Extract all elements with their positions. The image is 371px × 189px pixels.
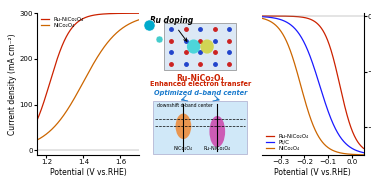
Text: Ru doping: Ru doping xyxy=(150,16,193,41)
NiCo₂O₄ xyxy=(75,92,80,94)
Text: Ru-NiCo₂O₄: Ru-NiCo₂O₄ xyxy=(176,74,224,83)
Ru-NiCo₂O₄ xyxy=(361,147,366,149)
Text: Ru-NiCo₂O₄: Ru-NiCo₂O₄ xyxy=(204,146,231,151)
NiCo₂O₄ xyxy=(99,50,104,52)
Line: Pt/C: Pt/C xyxy=(262,17,364,153)
NiCo₂O₄ xyxy=(109,37,114,40)
Ru-NiCo₂O₄ xyxy=(293,15,297,18)
NiCo₂O₄ xyxy=(272,23,276,25)
X-axis label: Potential (V vs.RHE): Potential (V vs.RHE) xyxy=(50,168,127,177)
NiCo₂O₄ xyxy=(137,19,141,21)
Pt/C xyxy=(293,27,297,30)
Pt/C xyxy=(334,128,338,130)
Ru-NiCo₂O₄ xyxy=(35,119,39,121)
NiCo₂O₄ xyxy=(108,38,113,40)
NiCo₂O₄ xyxy=(324,145,328,147)
Ru-NiCo₂O₄ xyxy=(109,12,114,15)
Line: NiCo₂O₄: NiCo₂O₄ xyxy=(37,20,139,140)
Line: Ru-NiCo₂O₄: Ru-NiCo₂O₄ xyxy=(262,16,364,148)
Ellipse shape xyxy=(200,40,214,54)
Ru-NiCo₂O₄ xyxy=(75,21,80,23)
Bar xyxy=(164,23,236,70)
Ellipse shape xyxy=(175,114,191,139)
Ru-NiCo₂O₄ xyxy=(300,16,304,18)
Ru-NiCo₂O₄ xyxy=(333,64,338,67)
NiCo₂O₄ xyxy=(35,139,39,141)
Bar xyxy=(153,101,247,153)
Pt/C xyxy=(333,127,338,129)
Ru-NiCo₂O₄ xyxy=(259,15,264,17)
Line: Ru-NiCo₂O₄: Ru-NiCo₂O₄ xyxy=(37,13,139,120)
Ru-NiCo₂O₄ xyxy=(334,67,338,69)
Ru-NiCo₂O₄ xyxy=(272,15,276,17)
Ru-NiCo₂O₄ xyxy=(137,12,141,14)
Text: Enhanced electron transfer: Enhanced electron transfer xyxy=(150,81,251,87)
Ru-NiCo₂O₄ xyxy=(324,35,328,37)
NiCo₂O₄ xyxy=(293,63,297,66)
Pt/C xyxy=(272,17,276,19)
Pt/C xyxy=(361,152,366,154)
NiCo₂O₄ xyxy=(361,154,366,156)
X-axis label: Potential (V vs.RHE): Potential (V vs.RHE) xyxy=(274,168,351,177)
Y-axis label: Current density (mA cm⁻²): Current density (mA cm⁻²) xyxy=(8,33,17,135)
Line: NiCo₂O₄: NiCo₂O₄ xyxy=(262,18,364,155)
Pt/C xyxy=(324,103,328,106)
Ru-NiCo₂O₄ xyxy=(47,83,52,85)
NiCo₂O₄ xyxy=(47,130,52,133)
Pt/C xyxy=(259,15,264,18)
NiCo₂O₄ xyxy=(334,150,338,153)
Pt/C xyxy=(300,37,304,40)
Ellipse shape xyxy=(187,40,200,54)
Legend: Ru-NiCo₂O₄, Pt/C, NiCo₂O₄: Ru-NiCo₂O₄, Pt/C, NiCo₂O₄ xyxy=(265,133,310,152)
Ellipse shape xyxy=(210,116,225,147)
Text: downshift d-band center: downshift d-band center xyxy=(157,102,212,108)
Ru-NiCo₂O₄ xyxy=(99,13,104,15)
Legend: Ru-NiCo₂O₄, NiCo₂O₄: Ru-NiCo₂O₄, NiCo₂O₄ xyxy=(40,16,85,29)
Text: NiCo₂O₄: NiCo₂O₄ xyxy=(174,146,193,151)
Ru-NiCo₂O₄ xyxy=(68,29,73,31)
NiCo₂O₄ xyxy=(68,104,73,106)
Text: Optimized d–band center: Optimized d–band center xyxy=(154,90,247,96)
NiCo₂O₄ xyxy=(300,89,304,91)
Ru-NiCo₂O₄ xyxy=(108,12,113,15)
NiCo₂O₄ xyxy=(259,17,264,19)
NiCo₂O₄ xyxy=(333,150,338,153)
